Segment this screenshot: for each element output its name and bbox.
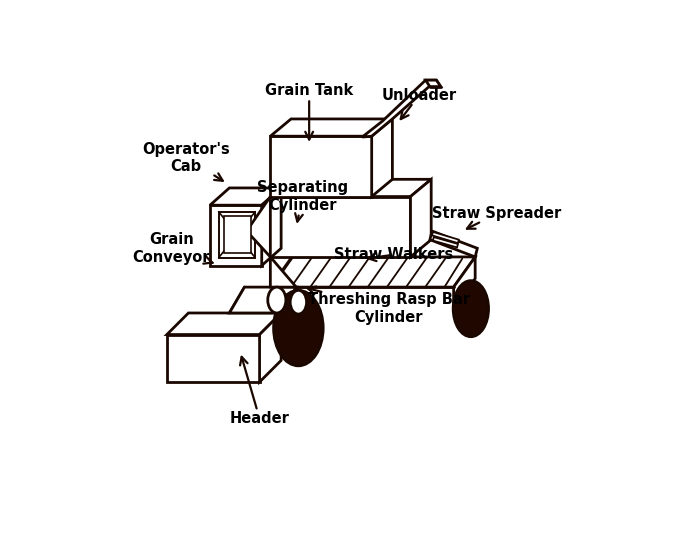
Polygon shape bbox=[270, 197, 410, 257]
Polygon shape bbox=[281, 287, 296, 328]
Polygon shape bbox=[260, 313, 281, 382]
Text: Operator's
Cab: Operator's Cab bbox=[142, 142, 230, 181]
Ellipse shape bbox=[268, 287, 286, 313]
Polygon shape bbox=[433, 237, 458, 248]
Polygon shape bbox=[362, 80, 436, 137]
Polygon shape bbox=[432, 232, 458, 243]
Polygon shape bbox=[210, 205, 262, 265]
Text: Header: Header bbox=[230, 357, 290, 426]
Text: Unloader: Unloader bbox=[382, 88, 456, 119]
Polygon shape bbox=[224, 216, 251, 254]
Polygon shape bbox=[372, 119, 393, 197]
Polygon shape bbox=[270, 136, 372, 197]
Polygon shape bbox=[246, 197, 270, 257]
Ellipse shape bbox=[274, 290, 323, 366]
Polygon shape bbox=[426, 80, 441, 87]
Polygon shape bbox=[167, 313, 281, 334]
Polygon shape bbox=[262, 188, 281, 265]
Polygon shape bbox=[230, 287, 296, 313]
Polygon shape bbox=[270, 119, 393, 136]
Polygon shape bbox=[167, 334, 260, 382]
Polygon shape bbox=[218, 212, 256, 258]
Polygon shape bbox=[210, 188, 281, 205]
Polygon shape bbox=[454, 257, 475, 309]
Polygon shape bbox=[270, 257, 296, 287]
Text: Separating
Cylinder: Separating Cylinder bbox=[257, 180, 349, 222]
Polygon shape bbox=[430, 231, 477, 257]
Text: Threshing Rasp Bar
Cylinder: Threshing Rasp Bar Cylinder bbox=[308, 287, 470, 325]
Text: Grain
Conveyor: Grain Conveyor bbox=[132, 232, 213, 264]
Polygon shape bbox=[410, 179, 431, 257]
Ellipse shape bbox=[453, 281, 489, 337]
Text: Straw Spreader: Straw Spreader bbox=[432, 206, 561, 228]
Polygon shape bbox=[270, 179, 431, 197]
Polygon shape bbox=[270, 257, 475, 287]
Text: Grain Tank: Grain Tank bbox=[265, 83, 354, 139]
Ellipse shape bbox=[290, 290, 307, 314]
Text: Straw Walkers: Straw Walkers bbox=[334, 248, 453, 262]
